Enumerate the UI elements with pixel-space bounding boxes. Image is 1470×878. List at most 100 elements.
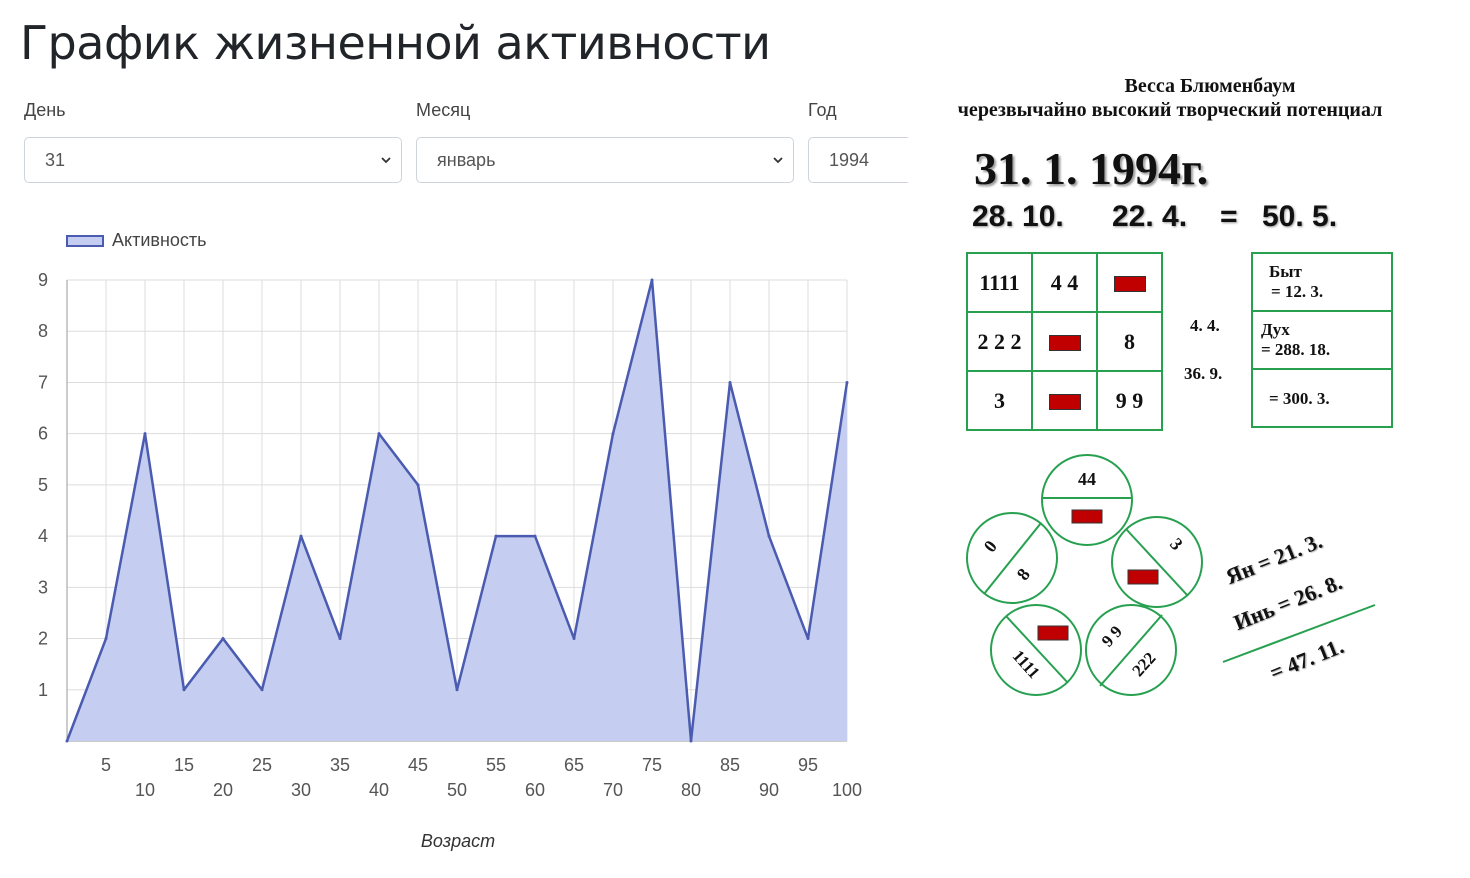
data-point (728, 380, 732, 384)
x-tick-label: 100 (832, 780, 862, 800)
legend-swatch (66, 235, 104, 247)
x-tick-label: 45 (408, 755, 428, 775)
birth-date: 31. 1. 1994г. (974, 143, 1209, 194)
cell-empty (1031, 311, 1098, 372)
chevron-down-icon (773, 157, 783, 164)
data-point (689, 739, 693, 743)
data-point (221, 637, 225, 641)
y-tick-label: 8 (38, 321, 48, 341)
chart-area (65, 278, 849, 743)
data-point (806, 637, 810, 641)
x-tick-label: 10 (135, 780, 155, 800)
yin-yang-divider (1222, 604, 1376, 663)
legend-label: Активность (112, 230, 207, 250)
x-tick-label: 80 (681, 780, 701, 800)
x-tick-label: 55 (486, 755, 506, 775)
data-point (455, 688, 459, 692)
y-tick-label: 5 (38, 475, 48, 495)
cell: 3 (966, 370, 1033, 431)
data-point (416, 483, 420, 487)
y-tick-label: 9 (38, 270, 48, 290)
red-marker-icon (1113, 276, 1146, 293)
y-tick-label: 2 (38, 629, 48, 649)
x-tick-label: 70 (603, 780, 623, 800)
sum-3: 50. 5. (1262, 200, 1338, 233)
cell: 8 (1096, 311, 1163, 372)
y-tick-label: 6 (38, 424, 48, 444)
red-marker-icon (1127, 569, 1159, 585)
red-marker-icon (1037, 625, 1069, 641)
data-point (650, 278, 654, 282)
mid-value-2: 36. 9. (1184, 364, 1223, 383)
year-input-value: 1994 (829, 150, 870, 170)
area-fill (67, 280, 847, 741)
byt-box: Быт = 12. 3. (1251, 252, 1393, 312)
circle-bottom-right: 9 9 222 (1085, 604, 1177, 696)
year-input[interactable]: 1994 (808, 137, 908, 183)
x-tick-label: 75 (642, 755, 662, 775)
numerology-panel: Весса Блюменбаум черезвычайно высокий тв… (950, 0, 1470, 878)
x-tick-label: 30 (291, 780, 311, 800)
data-point (845, 380, 849, 384)
data-point (572, 637, 576, 641)
x-tick-label: 5 (101, 755, 111, 775)
month-select-value: январь (437, 150, 496, 170)
red-marker-icon (1048, 335, 1081, 352)
x-axis-label: Возраст (421, 831, 495, 851)
x-tick-label: 35 (330, 755, 350, 775)
data-point (143, 432, 147, 436)
day-select[interactable]: 31 (24, 137, 402, 183)
month-label: Месяц (416, 100, 471, 120)
person-subtitle: черезвычайно высокий творческий потенциа… (957, 99, 1383, 121)
data-point (533, 534, 537, 538)
day-select-value: 31 (45, 150, 66, 170)
sum-equals: = (1220, 200, 1238, 233)
data-point (767, 534, 771, 538)
duh-label: Дух (1261, 320, 1290, 339)
mid-value-1: 4. 4. (1190, 316, 1220, 335)
cell: 2 2 2 (966, 311, 1033, 372)
data-point (611, 432, 615, 436)
month-select[interactable]: январь (416, 137, 794, 183)
x-tick-label: 40 (369, 780, 389, 800)
cell: 9 9 (1096, 370, 1163, 431)
data-point (338, 637, 342, 641)
chevron-down-icon (381, 157, 391, 164)
x-tick-label: 65 (564, 755, 584, 775)
red-marker-icon (1048, 394, 1081, 411)
year-label: Год (808, 100, 837, 120)
sum-1: 28. 10. (972, 200, 1064, 233)
red-marker-icon (1071, 509, 1103, 524)
x-tick-label: 20 (213, 780, 233, 800)
x-tick-label: 25 (252, 755, 272, 775)
x-tick-label: 90 (759, 780, 779, 800)
psychomatrix: 1111 4 4 2 2 2 8 3 9 9 (966, 252, 1163, 431)
data-point (299, 534, 303, 538)
page-title: График жизненной активности (20, 16, 771, 70)
circle-left: 0 8 (966, 512, 1058, 604)
x-tick-label: 60 (525, 780, 545, 800)
cell: 4 4 (1031, 252, 1098, 313)
cell: 1111 (966, 252, 1033, 313)
x-tick-label: 15 (174, 755, 194, 775)
chart-legend: Активность (66, 230, 207, 250)
data-point (104, 637, 108, 641)
sum-2: 22. 4. (1112, 200, 1188, 233)
data-point (377, 432, 381, 436)
duh-value: = 288. 18. (1261, 340, 1331, 359)
total-value: = 300. 3. (1269, 389, 1330, 408)
byt-label: Быт (1269, 262, 1302, 281)
person-name: Весса Блюменбаум (1124, 75, 1296, 97)
data-point (260, 688, 264, 692)
data-point (182, 688, 186, 692)
x-tick-label: 50 (447, 780, 467, 800)
cell-empty (1031, 370, 1098, 431)
data-point (494, 534, 498, 538)
circles-diagram: 44 0 8 3 1111 9 9 222 (966, 454, 1203, 696)
total-box: = 300. 3. (1251, 368, 1393, 428)
y-tick-label: 1 (38, 680, 48, 700)
y-tick-label: 4 (38, 526, 48, 546)
circle-top-value: 44 (1078, 469, 1096, 489)
